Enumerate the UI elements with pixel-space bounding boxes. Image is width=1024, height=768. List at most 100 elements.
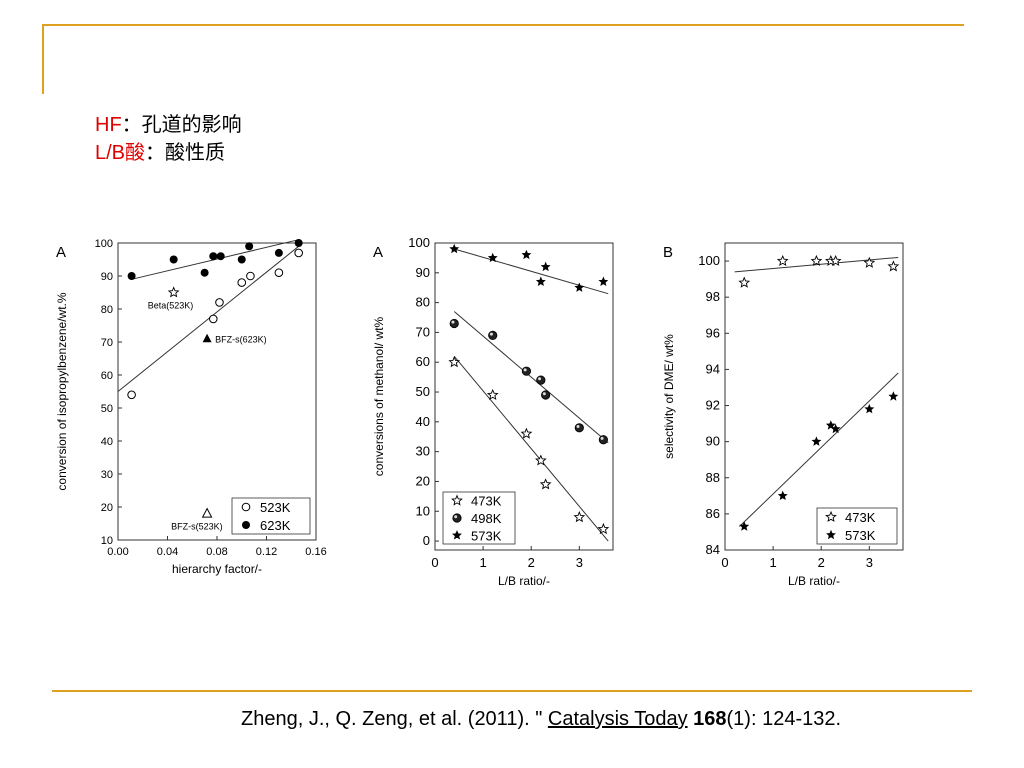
y-tick-label: 0: [423, 533, 430, 548]
x-tick-label: 1: [479, 555, 486, 570]
legend-marker: [452, 513, 462, 523]
data-point-523K: [274, 268, 284, 278]
data-point-473K: [810, 254, 823, 267]
legend-label: 498K: [471, 511, 502, 526]
y-tick-label: 20: [101, 502, 113, 514]
data-point-498K: [598, 435, 608, 445]
y-tick-label: 50: [416, 384, 430, 399]
data-point-473K: [534, 454, 547, 466]
data-point-473K: [863, 256, 876, 268]
y-axis-label: conversion of isopropylbenzene/wt.%: [55, 292, 69, 490]
legend-label: 473K: [471, 494, 502, 509]
data-point-623K: [245, 242, 254, 251]
data-point-623K: [209, 252, 218, 261]
y-tick-label: 30: [101, 469, 113, 481]
data-point-473K: [597, 522, 610, 535]
y-tick-label: 70: [416, 324, 430, 339]
y-tick-label: 84: [706, 542, 720, 557]
y-tick-label: 88: [706, 470, 720, 485]
y-tick-label: 98: [706, 289, 720, 304]
y-tick-label: 100: [408, 235, 430, 250]
annotation-marker: [202, 333, 212, 343]
heading-acid: 酸: [125, 142, 146, 164]
y-tick-label: 70: [101, 337, 113, 349]
y-tick-label: 90: [706, 434, 720, 449]
x-tick-label: 1: [769, 555, 776, 570]
x-tick-label: 2: [528, 555, 535, 570]
x-tick-label: 0: [431, 555, 438, 570]
data-point-623K: [237, 255, 246, 264]
data-point-498K: [488, 330, 498, 340]
data-point-523K: [294, 248, 303, 258]
citation-journal: Catalysis Today: [547, 708, 688, 730]
x-tick-label: 2: [818, 555, 825, 570]
y-tick-label: 100: [698, 253, 720, 268]
legend-label: 623K: [260, 518, 291, 533]
data-point-473K: [738, 276, 751, 288]
data-point-523K: [215, 298, 224, 307]
data-point-573K: [449, 243, 460, 254]
x-tick-label: 0.04: [157, 546, 178, 558]
panel-label: A: [373, 244, 383, 261]
fit-line: [453, 355, 609, 542]
y-tick-label: 92: [706, 398, 720, 413]
fit-line: [739, 372, 899, 527]
data-point-623K: [216, 252, 225, 261]
x-tick-label: 0: [721, 555, 728, 570]
panel-label: B: [663, 244, 673, 261]
y-tick-label: 40: [416, 414, 430, 429]
legend-label: 523K: [260, 500, 291, 515]
data-point-623K: [294, 239, 303, 247]
data-point-498K: [521, 366, 532, 376]
data-point-623K: [127, 272, 136, 280]
data-point-623K: [200, 268, 209, 277]
legend-marker: [451, 494, 463, 506]
y-tick-label: 10: [101, 535, 113, 547]
x-tick-label: 3: [866, 555, 873, 570]
x-axis-label: L/B ratio/-: [788, 574, 840, 588]
data-point-498K: [536, 375, 546, 385]
y-tick-label: 30: [416, 444, 430, 459]
chart-dme-selectivity: B 84 86 88 90 92 94 96 98 100 0 1 2 3 L/B ratio/- selec…: [662, 242, 904, 588]
y-tick-label: 100: [95, 238, 113, 250]
data-point-623K: [169, 255, 178, 264]
y-tick-label: 40: [101, 436, 113, 448]
x-tick-label: 0.12: [256, 546, 277, 558]
y-axis-label: conversions of methanol/ wt%: [372, 316, 386, 476]
data-point-573K: [574, 282, 585, 292]
citation-pages: (1): 124-132.: [726, 708, 842, 730]
annotation-marker: [167, 286, 180, 298]
chart-hierarchy-conversion: A 10 20 30 40 50 60 70 80 90 100 0.00 0.04 0.08 0.12 0.…: [55, 238, 327, 576]
annotation-label: Beta(523K): [148, 301, 194, 311]
citation: Zheng, J., Q. Zeng, et al. (2011). " Cat…: [241, 708, 841, 731]
y-tick-label: 50: [101, 403, 113, 415]
legend-label: 473K: [845, 510, 876, 525]
heading-hf: HF: [95, 114, 122, 136]
data-point-473K: [486, 388, 499, 401]
y-tick-label: 60: [101, 370, 113, 382]
chart-methanol-conversion: A 0 10 20 30 40 50 60 70 80 90 100 0 1 2 3 L/B ratio/- co…: [372, 235, 614, 588]
data-point-573K: [598, 276, 609, 286]
data-point-573K: [739, 521, 750, 531]
panel-label: A: [56, 244, 66, 261]
heading-line-2: L/B酸：酸性质: [95, 140, 225, 166]
data-point-573K: [540, 261, 551, 272]
x-tick-label: 0.08: [206, 546, 227, 558]
data-point-573K: [830, 423, 841, 434]
data-point-473K: [539, 478, 552, 490]
data-point-573K: [777, 490, 788, 500]
legend-marker: [241, 502, 251, 512]
fit-line: [734, 256, 899, 273]
data-point-473K: [776, 254, 789, 267]
data-point-623K: [274, 248, 283, 257]
legend-marker: [242, 521, 250, 529]
y-tick-label: 86: [706, 506, 720, 521]
citation-authors: Zheng, J., Q. Zeng, et al. (2011). ": [241, 708, 548, 730]
x-tick-label: 0.16: [305, 546, 326, 558]
data-point-573K: [487, 252, 498, 263]
y-tick-label: 80: [416, 295, 430, 310]
legend-label: 573K: [845, 528, 876, 543]
data-point-523K: [208, 314, 218, 324]
top-rule: [42, 24, 964, 26]
data-point-573K: [811, 436, 822, 446]
